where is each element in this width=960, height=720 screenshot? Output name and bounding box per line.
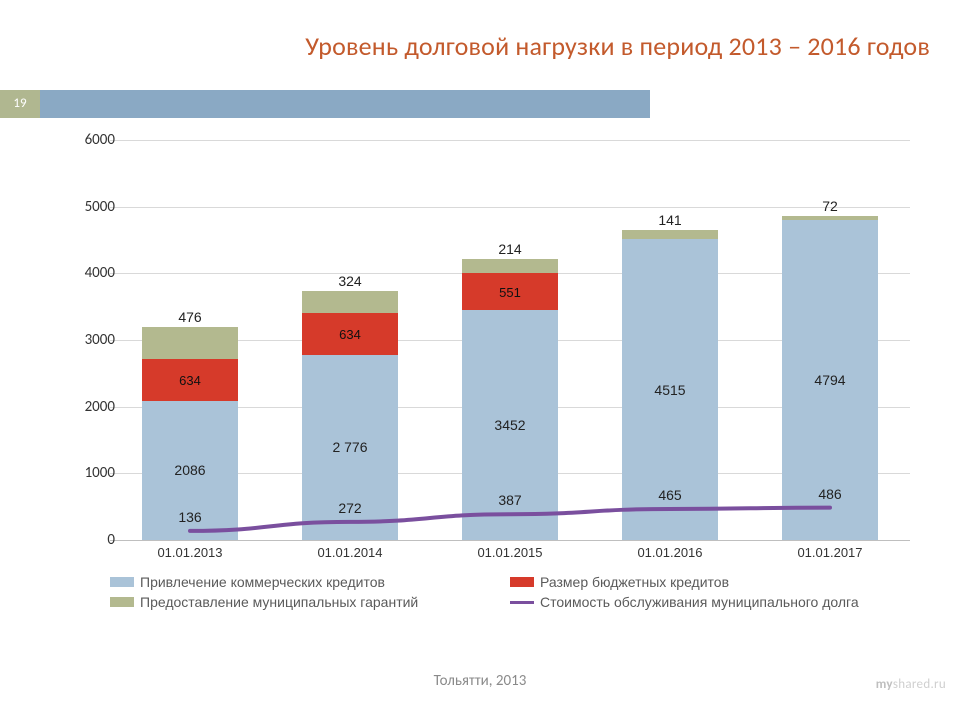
chart: 20866344762 7766343243452551214451514147… [55,140,925,620]
line-value-label: 486 [818,486,841,502]
x-axis-label: 01.01.2015 [430,545,590,560]
legend-swatch [510,577,534,587]
legend-item-commercial_credits: Привлечение коммерческих кредитов [110,572,510,592]
line-value-label: 387 [498,492,521,508]
y-axis-label: 2000 [55,398,115,416]
legend-label: Размер бюджетных кредитов [540,574,729,590]
y-axis-label: 4000 [55,264,115,282]
watermark-suffix: shared [893,677,931,692]
footer-text: Тольятти, 2013 [0,672,960,690]
watermark-ext: .ru [930,677,946,692]
line-value-label: 465 [658,487,681,503]
legend-item-debt_service_cost: Стоимость обслуживания муниципального до… [510,592,910,612]
slide-title: Уровень долговой нагрузки в период 2013 … [0,30,930,62]
slide: { "title": { "text": "Уровень долговой н… [0,0,960,720]
page-number-bar [0,90,650,118]
page-number: 19 [0,90,40,118]
legend-item-municipal_guarantees: Предоставление муниципальных гарантий [110,592,510,612]
watermark: myshared.ru [876,677,946,692]
legend-label: Стоимость обслуживания муниципального до… [540,594,859,610]
legend: Привлечение коммерческих кредитов Размер … [110,572,910,612]
legend-item-budget_credits: Размер бюджетных кредитов [510,572,910,592]
line-value-label: 136 [178,509,201,525]
watermark-prefix: my [876,677,893,692]
legend-label: Предоставление муниципальных гарантий [140,594,418,610]
plot-area: 20866344762 7766343243452551214451514147… [110,140,910,540]
gridline [110,540,910,541]
y-axis-label: 0 [55,531,115,549]
legend-swatch [510,601,534,604]
line-series [110,140,910,540]
x-axis-label: 01.01.2017 [750,545,910,560]
line-value-label: 272 [338,500,361,516]
y-axis-label: 1000 [55,464,115,482]
x-axis-label: 01.01.2014 [270,545,430,560]
legend-label: Привлечение коммерческих кредитов [140,574,385,590]
y-axis-label: 5000 [55,198,115,216]
legend-swatch [110,597,134,607]
y-axis-label: 3000 [55,331,115,349]
x-axis-label: 01.01.2013 [110,545,270,560]
y-axis-label: 6000 [55,131,115,149]
legend-swatch [110,577,134,587]
x-axis-label: 01.01.2016 [590,545,750,560]
